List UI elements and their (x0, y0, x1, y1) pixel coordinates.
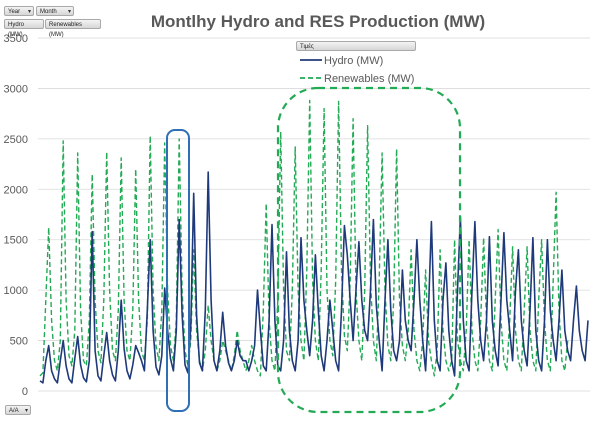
renewables-field-label: Renewables (MW) (49, 22, 83, 38)
y-tick-label: 0 (22, 386, 28, 398)
filter-dropdown-icon: ▾ (27, 9, 31, 15)
y-axis-ticks: 0 500 1000 1500 2000 2500 3000 3500 (4, 33, 28, 398)
hydro-field-label: Hydro (MW) (8, 22, 25, 38)
y-tick-label: 3500 (4, 33, 28, 45)
legend-label: Hydro (MW) (324, 55, 383, 67)
series-line-hydro (39, 171, 589, 384)
axis-field-button[interactable]: A/A ▾ (5, 405, 31, 415)
y-tick-label: 2000 (4, 184, 28, 196)
y-tick-label: 2500 (4, 134, 28, 146)
chart-title: Montlhy Hydro and RES Production (MW) (151, 12, 485, 31)
month-filter-button[interactable]: Month ▾ (36, 6, 74, 16)
y-tick-label: 500 (10, 336, 28, 348)
year-filter-label: Year (8, 9, 21, 15)
legend-label: Renewables (MW) (324, 73, 414, 85)
highlight-box-blue (166, 129, 190, 412)
axis-field-label: A/A (9, 408, 19, 414)
filter-dropdown-icon: ▾ (67, 9, 71, 15)
y-tick-label: 3000 (4, 83, 28, 95)
legend-field-button[interactable]: Τιμές (296, 41, 416, 51)
legend-item-hydro: Hydro (MW) (300, 55, 383, 67)
highlight-box-green (276, 86, 462, 414)
annotations (166, 86, 462, 414)
legend-field-label: Τιμές (300, 44, 314, 50)
year-filter-button[interactable]: Year ▾ (4, 6, 34, 16)
y-tick-label: 1000 (4, 285, 28, 297)
renewables-field-button[interactable]: Renewables (MW) (45, 19, 101, 38)
legend-item-renewables: Renewables (MW) (300, 73, 414, 85)
filter-dropdown-icon: ▾ (24, 408, 28, 414)
series-layer (39, 99, 589, 384)
legend: Hydro (MW) Renewables (MW) (300, 55, 414, 85)
y-tick-label: 1500 (4, 235, 28, 247)
hydro-field-button[interactable]: Hydro (MW) (4, 19, 44, 38)
month-filter-label: Month (40, 9, 57, 15)
